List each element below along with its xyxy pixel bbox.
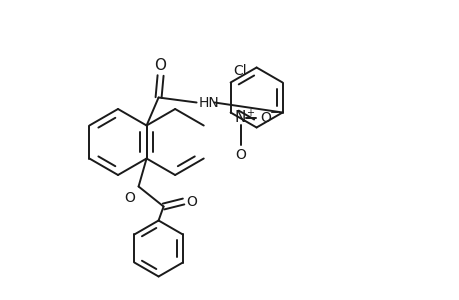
Text: O: O [186,194,197,208]
Text: N: N [235,110,246,125]
Text: O: O [235,148,246,161]
Text: −: − [269,107,278,118]
Text: Cl: Cl [233,64,246,77]
Text: +: + [245,107,253,118]
Text: O: O [260,110,271,124]
Text: O: O [124,190,135,205]
Text: O: O [154,58,166,73]
Text: HN: HN [198,95,219,110]
